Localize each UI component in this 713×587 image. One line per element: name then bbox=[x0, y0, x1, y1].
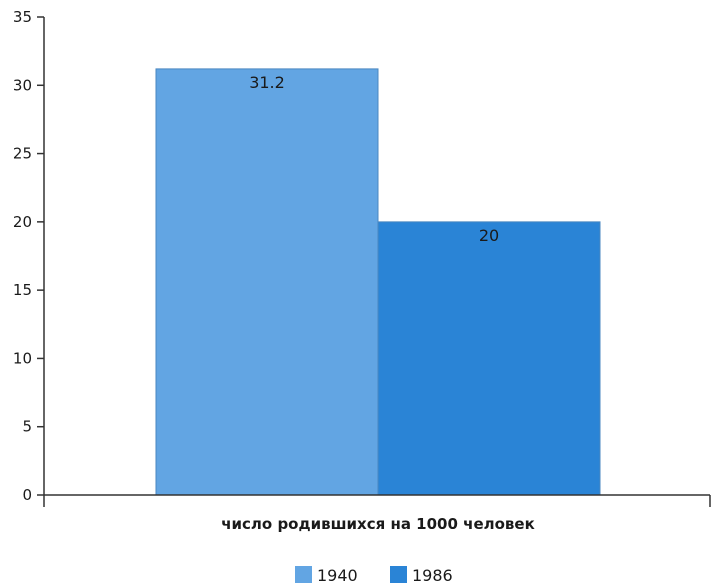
bar-1986 bbox=[377, 221, 601, 496]
y-tick-label: 35 bbox=[13, 8, 32, 26]
y-axis: 0 5 10 15 20 25 30 35 bbox=[13, 8, 45, 507]
legend: 1940 1986 bbox=[295, 566, 453, 585]
y-tick-label: 20 bbox=[13, 213, 32, 231]
data-label-1940: 31.2 bbox=[249, 73, 285, 92]
legend-label-1986: 1986 bbox=[412, 566, 453, 585]
bars: 31.2 20 bbox=[155, 68, 601, 496]
data-label-1986: 20 bbox=[479, 226, 499, 245]
legend-label-1940: 1940 bbox=[317, 566, 358, 585]
y-tick-label: 10 bbox=[13, 349, 32, 367]
legend-swatch-1986 bbox=[390, 566, 407, 583]
y-tick-label: 15 bbox=[13, 281, 32, 299]
y-tick-label: 5 bbox=[22, 418, 32, 436]
y-tick-label: 30 bbox=[13, 76, 32, 94]
x-axis bbox=[44, 494, 711, 507]
x-axis-label: число родившихся на 1000 человек bbox=[221, 515, 535, 533]
y-tick-label: 0 bbox=[22, 486, 32, 504]
y-tick-label: 25 bbox=[13, 145, 32, 163]
legend-swatch-1940 bbox=[295, 566, 312, 583]
bar-1940 bbox=[155, 68, 379, 496]
